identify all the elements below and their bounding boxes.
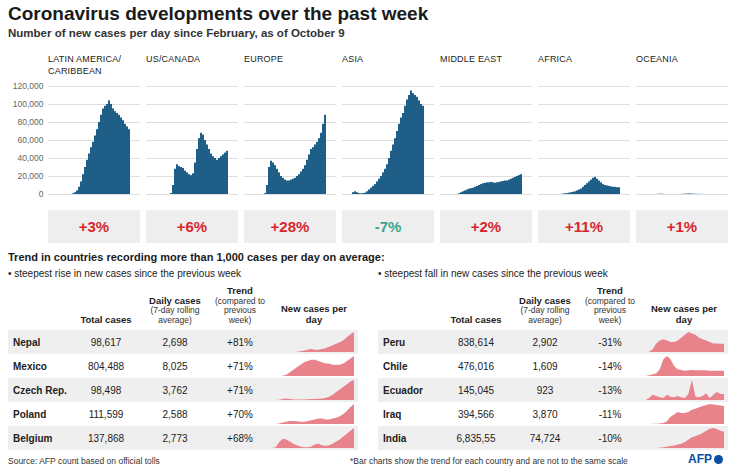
html-text:Source: AFP count based on off: Source: AFP count based on official toll… [8, 456, 160, 466]
html-text:Czech Rep.: Czech Rep. [13, 384, 67, 396]
html-text:Trend: Trend [227, 284, 253, 296]
html-text:804,488: 804,488 [87, 360, 125, 372]
html-text:+3%: +3% [78, 218, 110, 235]
html-text:-14%: -14% [598, 360, 622, 372]
html-text:+68%: +68% [227, 432, 253, 444]
html-text:Nepal: Nepal [13, 336, 41, 348]
html-text:+6%: +6% [176, 218, 208, 235]
html-text:+81%: +81% [227, 336, 253, 348]
html-text:Daily cases: Daily cases [149, 294, 201, 306]
html-text:Trend: Trend [597, 284, 623, 296]
html-text:Peru: Peru [383, 336, 406, 348]
html-text:India: India [383, 432, 407, 444]
html-text:98,498: 98,498 [90, 384, 122, 396]
html-text:Chile: Chile [383, 360, 408, 372]
html-text:• steepest fall in new cases s: • steepest fall in new cases since the p… [378, 268, 608, 279]
svg-text:80,000: 80,000 [18, 117, 44, 127]
html-text:1,609: 1,609 [532, 360, 558, 372]
html-text:3,870: 3,870 [532, 408, 558, 420]
html-text:3,762: 3,762 [162, 384, 188, 396]
html-text:476,016: 476,016 [457, 360, 495, 372]
html-text:New cases per day: New cases per day [281, 303, 347, 326]
html-text:111,599: 111,599 [88, 408, 124, 420]
html-text:Daily cases: Daily cases [519, 294, 571, 306]
html-text:Coronavirus developments over: Coronavirus developments over the past w… [8, 3, 429, 24]
html-text:6,835,55: 6,835,55 [456, 432, 496, 444]
html-text:8,025: 8,025 [162, 360, 188, 372]
html-text:EUROPE: EUROPE [244, 54, 284, 64]
html-text:Total cases: Total cases [80, 314, 132, 326]
html-text:(compared to previous week): (compared to previous week) [585, 295, 635, 326]
svg-text:100,000: 100,000 [13, 99, 44, 109]
html-text:Ecuador: Ecuador [383, 384, 423, 396]
html-text:+1%: +1% [666, 218, 698, 235]
html-text:OCEANIA: OCEANIA [636, 54, 678, 64]
html-text:MIDDLE EAST: MIDDLE EAST [440, 54, 503, 64]
html-text:*Bar charts show the trend for: *Bar charts show the trend for each coun… [350, 456, 628, 466]
html-text:Iraq: Iraq [383, 408, 402, 420]
html-text:+2%: +2% [470, 218, 502, 235]
html-text:98,617: 98,617 [90, 336, 122, 348]
html-text:2,698: 2,698 [162, 336, 188, 348]
svg-text:120,000: 120,000 [13, 81, 44, 91]
html-text:2,588: 2,588 [162, 408, 188, 420]
html-text:(7-day rolling average): (7-day rolling average) [150, 305, 200, 326]
html-text:New cases per day: New cases per day [651, 303, 717, 326]
html-text:+11%: +11% [565, 218, 603, 235]
html-text:-31%: -31% [598, 336, 622, 348]
html-text:-11%: -11% [598, 408, 622, 420]
html-text:(7-day rolling average): (7-day rolling average) [520, 305, 570, 326]
svg-text:0: 0 [39, 189, 44, 198]
html-text:AFRICA: AFRICA [538, 54, 573, 64]
html-text:394,566: 394,566 [457, 408, 495, 420]
html-text:LATIN AMERICA/ CARIBBEAN: LATIN AMERICA/ CARIBBEAN [48, 54, 122, 76]
html-text:74,724: 74,724 [529, 432, 561, 444]
html-text:-7%: -7% [374, 218, 402, 235]
html-text:137,868: 137,868 [87, 432, 125, 444]
html-text:Poland: Poland [13, 408, 47, 420]
html-text:(compared to previous week): (compared to previous week) [215, 295, 265, 326]
html-text:Total cases: Total cases [450, 314, 502, 326]
html-text:US/CANADA: US/CANADA [146, 54, 201, 64]
svg-text:40,000: 40,000 [18, 153, 44, 163]
html-text:838,614: 838,614 [457, 336, 495, 348]
html-text:AFP: AFP [688, 452, 712, 466]
html-text:Mexico: Mexico [13, 360, 47, 372]
html-text:923: 923 [536, 384, 554, 396]
html-text:-10%: -10% [598, 432, 622, 444]
html-text:+70%: +70% [227, 408, 253, 420]
html-text:+71%: +71% [227, 360, 253, 372]
svg-text:20,000: 20,000 [18, 171, 44, 181]
html-text:Trend in countries recording m: Trend in countries recording more than 1… [8, 251, 385, 263]
html-text:145,045: 145,045 [457, 384, 495, 396]
html-text:Number of new cases per day si: Number of new cases per day since Februa… [8, 27, 345, 39]
svg-text:60,000: 60,000 [18, 135, 44, 145]
html-text:2,773: 2,773 [162, 432, 188, 444]
html-text:+28%: +28% [270, 218, 310, 235]
html-text:Belgium: Belgium [13, 432, 53, 444]
html-text:ASIA: ASIA [342, 54, 364, 64]
html-text:2,902: 2,902 [532, 336, 558, 348]
html-text:-13%: -13% [598, 384, 622, 396]
html-text:• steepest rise in new cases s: • steepest rise in new cases since the p… [8, 268, 242, 279]
html-text:+71%: +71% [227, 384, 253, 396]
